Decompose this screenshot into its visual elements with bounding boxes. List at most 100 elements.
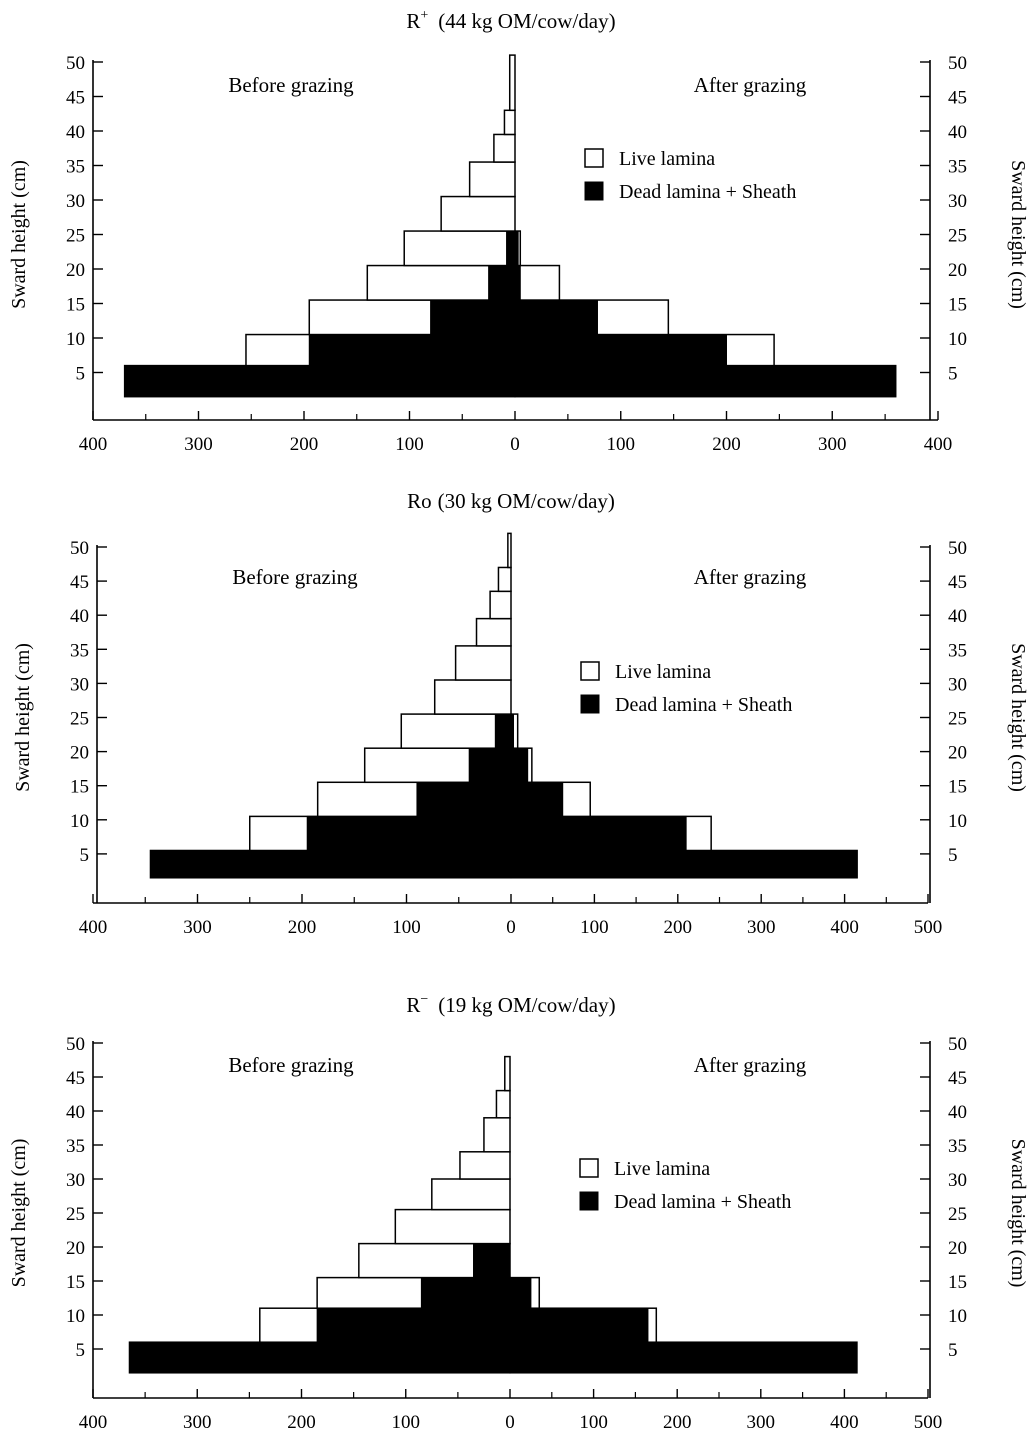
bar-after-dead-1 xyxy=(511,850,857,877)
x-tick-label: 300 xyxy=(747,1412,776,1433)
bar-after-dead-5 xyxy=(511,714,514,748)
x-tick-label: 100 xyxy=(392,1412,421,1433)
x-tick-label: 400 xyxy=(924,434,953,455)
left-y-tick-label: 35 xyxy=(66,157,85,178)
chart-title-text: (30 kg OM/cow/day) xyxy=(438,489,615,513)
bar-before-dead-1 xyxy=(150,850,511,877)
x-tick-label: 100 xyxy=(392,917,421,938)
legend-dead-swatch xyxy=(585,182,603,200)
x-tick-label: 0 xyxy=(506,917,516,938)
left-y-tick-label: 30 xyxy=(66,1170,85,1191)
x-tick-label: 400 xyxy=(830,1412,859,1433)
x-tick-label: 0 xyxy=(505,1412,515,1433)
right-y-tick-label: 15 xyxy=(948,777,967,798)
bar-after-dead-3 xyxy=(510,1278,531,1309)
left-y-tick-label: 40 xyxy=(70,606,89,627)
x-tick-label: 200 xyxy=(664,917,693,938)
bar-before-live-9 xyxy=(496,1091,510,1118)
bar-before-dead-4 xyxy=(489,266,515,301)
after-grazing-label: After grazing xyxy=(694,565,807,589)
left-y-tick-label: 45 xyxy=(66,1068,85,1089)
right-y-tick-label: 10 xyxy=(948,811,967,832)
chart-title-prefix: Ro xyxy=(407,489,432,513)
right-y-tick-label: 20 xyxy=(948,260,967,281)
right-y-tick-label: 25 xyxy=(948,226,967,247)
bar-before-live-10 xyxy=(510,55,515,110)
right-y-tick-label: 30 xyxy=(948,191,967,212)
x-tick-label: 0 xyxy=(510,434,520,455)
left-y-tick-label: 25 xyxy=(66,1204,85,1225)
bar-before-live-6 xyxy=(432,1179,510,1210)
left-y-tick-label: 10 xyxy=(66,1306,85,1327)
right-y-tick-label: 5 xyxy=(948,1340,958,1361)
x-tick-label: 100 xyxy=(607,434,636,455)
x-tick-label: 400 xyxy=(79,434,108,455)
bar-before-dead-2 xyxy=(317,1308,510,1342)
right-y-tick-label: 20 xyxy=(948,743,967,764)
left-y-tick-label: 20 xyxy=(66,260,85,281)
right-y-tick-label: 45 xyxy=(948,572,967,593)
right-y-tick-label: 50 xyxy=(948,538,967,559)
bar-before-dead-1 xyxy=(129,1342,510,1373)
bar-before-live-10 xyxy=(498,567,511,591)
right-y-tick-label: 40 xyxy=(948,606,967,627)
chart-panel-1: R+ (44 kg OM/cow/day) Before grazing After … xyxy=(8,8,1029,455)
bar-after-live-4 xyxy=(515,266,559,301)
legend-live-swatch xyxy=(585,149,603,167)
right-y-tick-label: 50 xyxy=(948,1034,967,1055)
left-y-tick-label: 25 xyxy=(66,226,85,247)
bar-before-dead-4 xyxy=(469,748,511,782)
right-y-tick-label: 5 xyxy=(948,845,958,866)
chart-title-superscript: − xyxy=(420,992,428,1007)
legend-live-swatch xyxy=(581,662,599,680)
bar-before-live-8 xyxy=(477,619,511,646)
bar-before-dead-5 xyxy=(495,714,511,748)
right-y-tick-label: 5 xyxy=(948,364,958,385)
left-y-tick-label: 25 xyxy=(70,709,89,730)
after-grazing-label: After grazing xyxy=(694,73,807,97)
x-tick-label: 100 xyxy=(580,917,609,938)
left-y-tick-label: 30 xyxy=(66,191,85,212)
x-tick-label: 300 xyxy=(747,917,776,938)
chart-title: Ro (30 kg OM/cow/day) xyxy=(407,489,615,513)
right-y-tick-label: 40 xyxy=(948,122,967,143)
x-tick-label: 500 xyxy=(914,917,943,938)
bar-before-dead-3 xyxy=(417,782,511,816)
right-y-tick-label: 35 xyxy=(948,640,967,661)
chart-title-superscript: + xyxy=(420,8,428,23)
legend-live-label: Live lamina xyxy=(619,148,715,170)
left-y-tick-label: 45 xyxy=(66,88,85,109)
bar-after-dead-2 xyxy=(511,816,686,850)
left-y-tick-label: 20 xyxy=(70,743,89,764)
left-y-tick-label: 15 xyxy=(66,295,85,316)
bar-after-dead-4 xyxy=(511,748,528,782)
chart-title-text: (19 kg OM/cow/day) xyxy=(438,993,615,1017)
x-tick-label: 200 xyxy=(712,434,741,455)
legend-dead-label: Dead lamina + Sheath xyxy=(619,181,796,203)
x-tick-label: 200 xyxy=(287,1412,316,1433)
left-y-tick-label: 20 xyxy=(66,1238,85,1259)
right-y-tick-label: 10 xyxy=(948,1306,967,1327)
right-y-axis-label: Sward height (cm) xyxy=(1007,160,1029,309)
left-y-tick-label: 45 xyxy=(70,572,89,593)
bar-after-dead-2 xyxy=(510,1308,648,1342)
x-tick-label: 300 xyxy=(818,434,847,455)
after-grazing-label: After grazing xyxy=(694,1053,807,1077)
bar-before-live-7 xyxy=(470,162,515,197)
legend-live-label: Live lamina xyxy=(615,661,711,683)
bar-before-live-8 xyxy=(484,1118,510,1152)
left-y-tick-label: 35 xyxy=(70,640,89,661)
bar-before-live-11 xyxy=(508,533,511,567)
bar-before-live-9 xyxy=(504,110,515,134)
right-y-tick-label: 20 xyxy=(948,1238,967,1259)
right-y-tick-label: 40 xyxy=(948,1102,967,1123)
x-tick-label: 200 xyxy=(288,917,317,938)
bar-after-dead-4 xyxy=(515,266,520,301)
x-tick-label: 500 xyxy=(914,1412,943,1433)
before-grazing-label: Before grazing xyxy=(232,565,358,589)
left-y-axis-label: Sward height (cm) xyxy=(8,1139,30,1288)
x-tick-label: 400 xyxy=(79,1412,108,1433)
right-y-tick-label: 50 xyxy=(948,53,967,74)
left-y-axis-label: Sward height (cm) xyxy=(8,160,30,309)
